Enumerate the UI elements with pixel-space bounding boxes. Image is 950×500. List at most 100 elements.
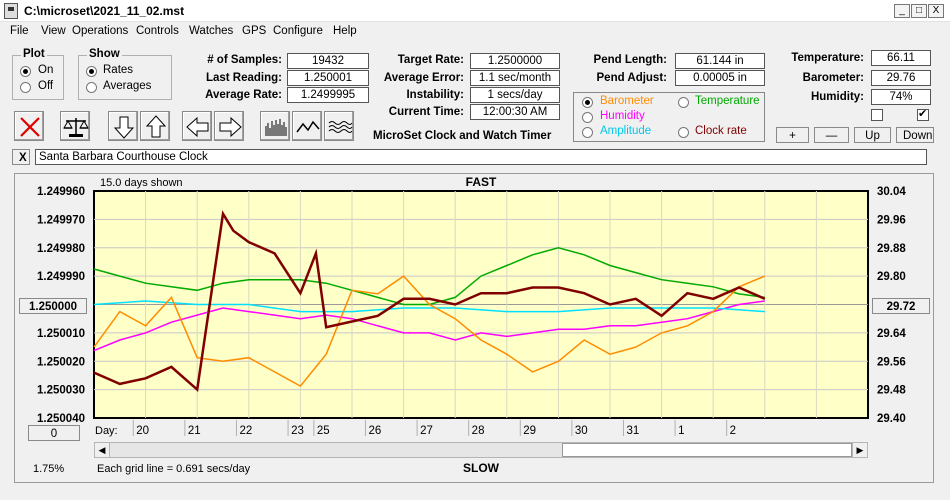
menu-controls[interactable]: Controls (136, 25, 179, 37)
overlay-humidity-radio[interactable] (582, 112, 593, 123)
plus-button[interactable]: + (776, 127, 809, 143)
menu-watches[interactable]: Watches (189, 25, 234, 37)
overlay-temperature-label: Temperature (695, 95, 760, 107)
average-error-label: Average Error: (383, 72, 464, 84)
horizontal-scrollbar[interactable]: ◀ ▶ (94, 442, 868, 458)
overlay-amplitude-label: Amplitude (600, 125, 652, 137)
sensor-checkbox-right[interactable] (917, 107, 929, 121)
scroll-right-arrow-icon[interactable]: ▶ (852, 443, 867, 457)
menu-file[interactable]: File (10, 25, 29, 37)
scroll-down-button[interactable] (108, 111, 138, 141)
x-tick-label: 1 (678, 425, 684, 437)
wave-graph-button[interactable] (324, 111, 354, 141)
y-right-tick-label: 29.96 (877, 214, 906, 226)
minus-button[interactable]: — (814, 127, 849, 143)
x-tick-label: 23 (291, 425, 304, 437)
menu-configure[interactable]: Configure (273, 25, 323, 37)
instability-label: Instability: (406, 89, 464, 101)
y-left-tick-label: 1.249990 (37, 271, 85, 283)
arrow-left-icon (186, 116, 209, 138)
instability-field: 1 secs/day (470, 87, 560, 103)
overlay-humidity-label: Humidity (600, 110, 645, 122)
y-left-tick-label: 1.250020 (37, 356, 85, 368)
minimize-button[interactable]: _ (894, 4, 910, 18)
show-averages-radio[interactable] (86, 82, 97, 93)
sensor-checkbox-left[interactable] (871, 109, 883, 121)
plot-on-radio[interactable] (20, 66, 31, 77)
humidity-label: Humidity: (810, 91, 864, 103)
plot-group: Plot On Off (12, 48, 64, 100)
y-right-tick-label: 30.04 (877, 186, 906, 198)
close-button[interactable]: X (928, 4, 944, 18)
wave-icon (328, 121, 353, 133)
y-right-tick-label: 29.80 (877, 271, 906, 283)
x-tick-label: 26 (368, 425, 381, 437)
target-rate-field[interactable]: 1.2500000 (470, 53, 560, 69)
menu-operations[interactable]: Operations (72, 25, 129, 37)
scroll-up-button[interactable] (140, 111, 170, 141)
overlay-amplitude-radio[interactable] (582, 127, 593, 138)
show-rates-radio[interactable] (86, 66, 97, 77)
show-group: Show Rates Averages (78, 48, 172, 100)
x-tick-label: 29 (523, 425, 536, 437)
last-reading-label: Last Reading: (205, 72, 282, 84)
maximize-button[interactable]: □ (911, 4, 927, 18)
y-right-tick-label: 29.40 (877, 413, 906, 425)
pend-length-label: Pend Length: (593, 54, 667, 66)
offset-zero-button[interactable]: 0 (28, 425, 80, 441)
line-graph-icon (296, 120, 320, 133)
menu-help[interactable]: Help (333, 25, 357, 37)
y-left-tick-labels: 1.249960 1.249970 1.249980 1.249990 1.250010… (37, 186, 85, 425)
barometer-field: 29.76 (871, 70, 931, 86)
zoom-percent: 1.75% (33, 463, 64, 475)
series-humidity (93, 300, 765, 352)
clear-data-button[interactable] (14, 111, 44, 141)
x-tick-label: 2 (730, 425, 736, 437)
show-group-label: Show (87, 48, 122, 60)
x-tick-label: 28 (472, 425, 485, 437)
x-tick-label: 25 (317, 425, 330, 437)
overlay-clockrate-radio[interactable] (678, 127, 689, 138)
menu-gps[interactable]: GPS (242, 25, 267, 37)
plot-group-label: Plot (21, 48, 47, 60)
menu-bar: File View Operations Controls Watches GP… (0, 22, 950, 42)
overlay-barometer-radio[interactable] (582, 97, 593, 108)
balance-button[interactable] (60, 111, 90, 141)
rate-chart: FAST 15.0 days shown SLOW Each grid line… (33, 175, 906, 475)
x-tick-label: 27 (420, 425, 433, 437)
last-reading-field: 1.250001 (287, 70, 369, 86)
y-right-tick-label: 29.88 (877, 243, 906, 255)
bar-graph-button[interactable] (260, 111, 290, 141)
title-bar: C:\microset\2021_11_02.mst _ □ X (0, 0, 950, 22)
overlay-clockrate-label: Clock rate (695, 125, 747, 137)
clear-clock-name-button[interactable]: X (12, 149, 30, 165)
day-axis-label: Day: (95, 425, 118, 437)
bar-graph-icon (265, 119, 287, 136)
x-tick-label: 21 (188, 425, 201, 437)
scrollbar-thumb[interactable] (562, 443, 852, 457)
current-time-field: 12:00:30 AM (470, 104, 560, 120)
center-rate-button[interactable]: 1.250000 (19, 298, 87, 314)
samples-label: # of Samples: (207, 54, 282, 66)
up-button[interactable]: Up (854, 127, 891, 143)
scroll-left-button[interactable] (182, 111, 212, 141)
plot-off-radio[interactable] (20, 82, 31, 93)
down-button[interactable]: Down (896, 127, 934, 143)
samples-field: 19432 (287, 53, 369, 69)
y-left-tick-label: 1.249970 (37, 214, 85, 226)
show-rates-label: Rates (103, 64, 134, 76)
overlay-barometer-label: Barometer (600, 95, 654, 107)
pend-adjust-field[interactable]: 0.00005 in (675, 70, 765, 86)
menu-view[interactable]: View (41, 25, 66, 37)
chart-title-fast: FAST (466, 175, 497, 189)
line-graph-button[interactable] (292, 111, 322, 141)
barometer-label: Barometer: (802, 72, 864, 84)
overlay-selector: Barometer Temperature Humidity Amplitude… (573, 92, 765, 142)
center-barometer-button[interactable]: 29.72 (872, 298, 930, 314)
humidity-field: 74% (871, 89, 931, 105)
plot-on-label: On (38, 64, 54, 76)
clock-name-input[interactable]: Santa Barbara Courthouse Clock (35, 149, 927, 165)
scroll-left-arrow-icon[interactable]: ◀ (95, 443, 110, 457)
scroll-right-button[interactable] (214, 111, 244, 141)
overlay-temperature-radio[interactable] (678, 97, 689, 108)
